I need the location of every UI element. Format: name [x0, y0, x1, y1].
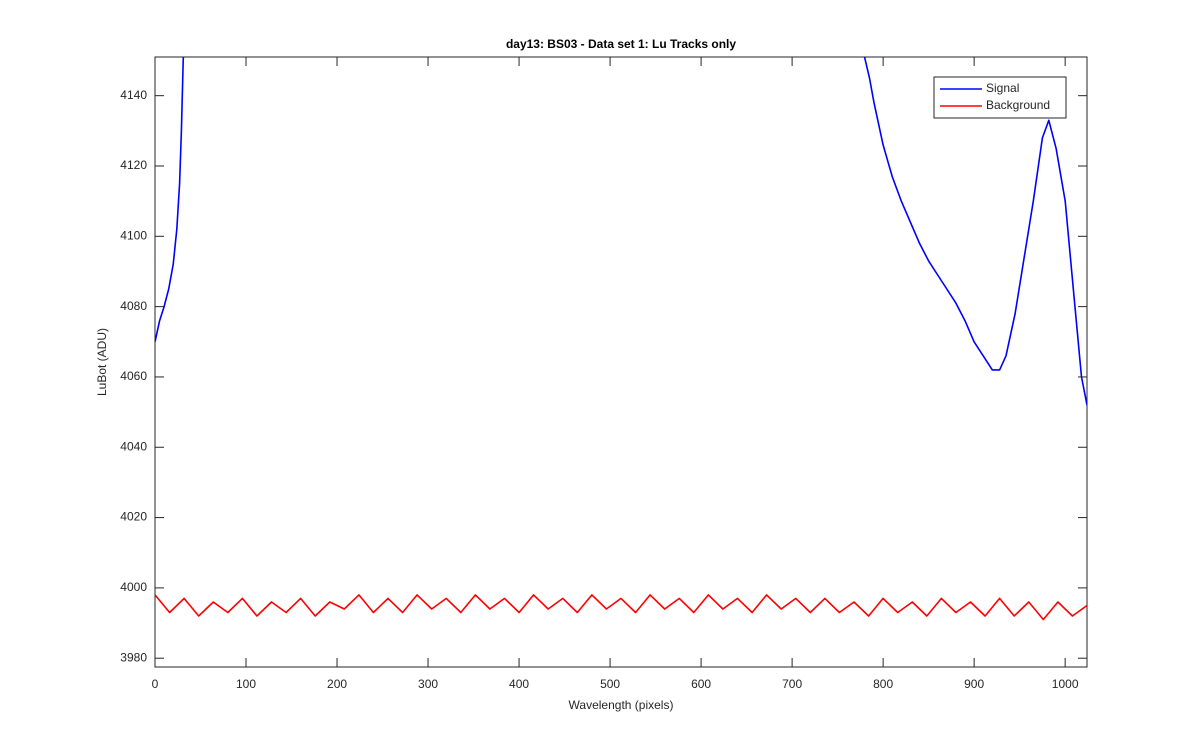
- legend-box: [933, 76, 1067, 119]
- y-tick-label: 3980: [120, 650, 147, 664]
- y-tick-label: 4080: [120, 299, 147, 313]
- x-tick-label: 800: [873, 677, 893, 691]
- y-tick-label: 4100: [120, 228, 147, 242]
- y-tick-label: 4060: [120, 369, 147, 383]
- x-tick-label: 300: [418, 677, 438, 691]
- y-tick-label: 4040: [120, 439, 147, 453]
- y-axis-label: LuBot (ADU): [95, 328, 109, 396]
- x-tick-label: 700: [782, 677, 802, 691]
- series-line: [155, 594, 1087, 621]
- legend-label: Signal: [986, 81, 1019, 95]
- x-axis-label: Wavelength (pixels): [569, 698, 674, 712]
- plot-area: [154, 56, 1088, 668]
- y-tick-label: 4120: [120, 158, 147, 172]
- x-tick-label: 600: [691, 677, 711, 691]
- y-tick-label: 4020: [120, 510, 147, 524]
- x-tick-label: 1000: [1052, 677, 1079, 691]
- series-group: [155, 57, 1087, 621]
- x-tick-label: 0: [152, 677, 159, 691]
- y-tick-label: 4000: [120, 580, 147, 594]
- x-tick-label: 900: [964, 677, 984, 691]
- x-tick-label: 200: [327, 677, 347, 691]
- x-tick-label: 100: [236, 677, 256, 691]
- chart-title: day13: BS03 - Data set 1: Lu Tracks only: [506, 37, 736, 51]
- x-tick-label: 400: [509, 677, 529, 691]
- x-tick-label: 500: [600, 677, 620, 691]
- series-line: [155, 57, 1087, 406]
- y-tick-label: 4140: [120, 88, 147, 102]
- legend-label: Background: [986, 98, 1050, 112]
